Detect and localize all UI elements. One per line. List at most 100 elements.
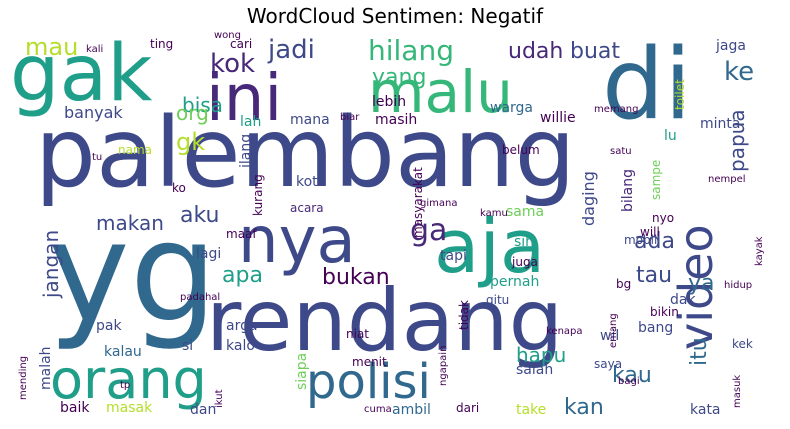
- cloud-word: org: [176, 101, 209, 125]
- cloud-word: kayak: [754, 236, 765, 266]
- cloud-word: aja: [434, 204, 545, 290]
- cloud-word: yang: [372, 65, 426, 90]
- cloud-word: hapu: [516, 343, 566, 367]
- cloud-word: tidak: [457, 300, 471, 330]
- cloud-word: nya: [238, 204, 356, 278]
- cloud-word: sih: [514, 234, 534, 250]
- cloud-word: tu: [92, 152, 102, 163]
- cloud-word: malah: [38, 346, 54, 390]
- cloud-word: mobil: [624, 233, 657, 247]
- cloud-word: mau: [25, 33, 78, 61]
- cloud-word: lah: [240, 114, 261, 130]
- cloud-word: kok: [210, 49, 255, 79]
- word-cloud: palembang yg gak di ini malu nya aja rendang oran…: [10, 30, 780, 420]
- cloud-word: lagi: [196, 246, 221, 262]
- cloud-word: wil: [600, 328, 619, 344]
- cloud-word: ngapain: [438, 346, 449, 386]
- cloud-word: ya: [688, 271, 715, 296]
- cloud-word: kata: [690, 402, 721, 418]
- cloud-word: palembang: [35, 97, 576, 209]
- cloud-word: ko: [172, 181, 186, 195]
- cloud-word: hilang: [368, 34, 454, 67]
- cloud-word: gimana: [420, 198, 457, 209]
- cloud-word: pernah: [490, 274, 539, 290]
- cloud-word: nama: [118, 143, 152, 157]
- cloud-word: mending: [18, 356, 29, 400]
- cloud-word: polisi: [306, 354, 431, 410]
- cloud-word: bilang: [620, 169, 636, 212]
- cloud-word: acara: [290, 201, 324, 215]
- cloud-word: video: [669, 224, 723, 350]
- cloud-word: salah: [516, 362, 553, 378]
- cloud-word: kurang: [251, 174, 265, 216]
- cloud-word: yg: [48, 192, 217, 353]
- cloud-word: masuk: [732, 375, 743, 408]
- cloud-word: papua: [725, 109, 749, 172]
- cloud-word: kali: [86, 44, 103, 55]
- cloud-word: emang: [608, 313, 619, 348]
- cloud-word: bg: [616, 277, 631, 291]
- cloud-word: bagi: [618, 376, 640, 387]
- cloud-word: warga: [490, 100, 533, 116]
- cloud-word: arga: [226, 318, 258, 334]
- cloud-word: ambil: [392, 402, 431, 418]
- cloud-word: gitu: [486, 293, 509, 307]
- cloud-word: jaga: [715, 38, 746, 54]
- cloud-word: wong: [214, 30, 241, 41]
- cloud-word: aku: [180, 203, 220, 228]
- cloud-word: tau: [636, 263, 672, 288]
- cloud-word: apa: [222, 263, 263, 288]
- cloud-word: hidup: [724, 280, 752, 291]
- cloud-word: masih: [375, 112, 417, 128]
- cloud-word: daging: [579, 171, 598, 226]
- cloud-word: maaf: [226, 227, 257, 241]
- cloud-word: willie: [540, 110, 576, 126]
- cloud-word: kan: [564, 395, 604, 420]
- cloud-word: take: [516, 402, 546, 418]
- cloud-word: dari: [456, 401, 479, 415]
- cloud-word: biar: [340, 112, 360, 123]
- cloud-word: sama: [506, 204, 544, 220]
- cloud-word: dan: [190, 402, 216, 418]
- cloud-word: ikut: [214, 389, 225, 408]
- cloud-word: bisa: [182, 93, 223, 117]
- cloud-word: saya: [594, 357, 622, 371]
- cloud-word: lebih: [372, 94, 406, 110]
- cloud-word: bukan: [322, 265, 390, 290]
- cloud-word: jadi: [267, 35, 315, 65]
- cloud-word: menit: [352, 355, 387, 369]
- cloud-word: ini: [206, 62, 282, 136]
- cloud-word: gk: [176, 128, 205, 156]
- cloud-word: cuma: [364, 404, 392, 415]
- cloud-word: nyo: [652, 211, 674, 225]
- cloud-word: padahal: [180, 292, 220, 303]
- cloud-word: orang: [50, 348, 207, 411]
- cloud-word: siapa: [294, 353, 310, 390]
- cloud-word: masyarakat: [411, 167, 425, 238]
- cloud-word: bikin: [650, 305, 679, 319]
- cloud-word: kota: [296, 174, 326, 190]
- cloud-word: will: [640, 225, 660, 239]
- cloud-word: dak: [670, 292, 696, 308]
- cloud-word: udah: [508, 39, 563, 64]
- cloud-word: baik: [60, 400, 90, 416]
- cloud-word: ga: [410, 213, 447, 248]
- cloud-word: rendang: [206, 271, 563, 371]
- cloud-word: sampe: [649, 160, 663, 200]
- cloud-word: malu: [368, 58, 513, 126]
- cloud-word: minta: [700, 116, 740, 132]
- cloud-word: itu: [687, 337, 712, 366]
- cloud-word: kalo: [226, 338, 255, 354]
- cloud-word: kau: [612, 363, 652, 388]
- cloud-word: bang: [638, 320, 673, 336]
- cloud-word: niat: [346, 327, 369, 341]
- cloud-word: nempel: [708, 174, 746, 185]
- cloud-word: ilang: [238, 134, 254, 168]
- cloud-word: kalau: [104, 344, 142, 360]
- cloud-word: gak: [10, 30, 152, 119]
- cloud-word: satu: [610, 146, 632, 157]
- cloud-word: juga: [511, 255, 538, 269]
- cloud-word: masak: [106, 400, 153, 416]
- cloud-word: cari: [230, 37, 252, 51]
